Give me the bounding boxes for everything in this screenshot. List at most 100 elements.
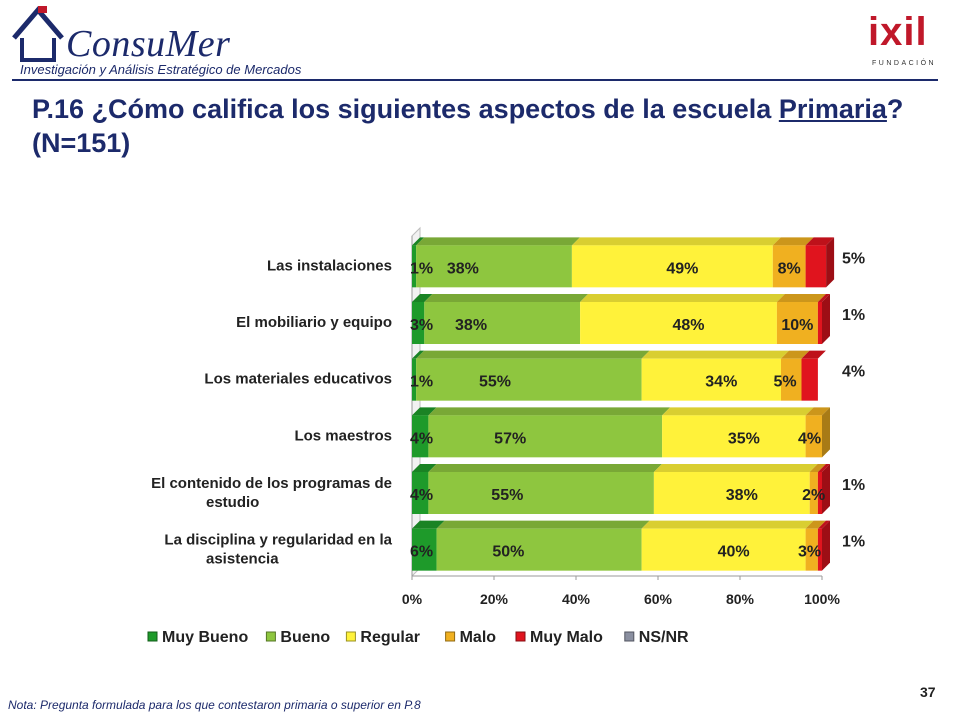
value-label: 3% bbox=[410, 317, 433, 334]
legend-swatch bbox=[624, 631, 635, 642]
bar-top-face bbox=[412, 350, 425, 359]
bar-segment bbox=[428, 472, 654, 514]
bar-top-face bbox=[412, 237, 425, 246]
value-label: 34% bbox=[705, 374, 737, 391]
bar-top-face bbox=[805, 520, 826, 529]
value-label: 5% bbox=[773, 374, 796, 391]
bar-segment bbox=[772, 245, 806, 288]
bar-top-face bbox=[436, 520, 650, 529]
bar-top-face bbox=[412, 294, 433, 302]
category-label: El contenido de los programas de estudio bbox=[151, 475, 392, 511]
value-label: 35% bbox=[728, 430, 760, 447]
bar-top-face bbox=[776, 294, 826, 302]
category-label: El mobiliario y equipo bbox=[236, 314, 392, 331]
bar-segment bbox=[817, 528, 822, 571]
category-label: La disciplina y regularidad en la asisten… bbox=[164, 532, 392, 568]
bar-segment bbox=[781, 358, 802, 401]
header-rule bbox=[12, 79, 938, 81]
value-label: 5% bbox=[842, 250, 865, 267]
legend-label: Malo bbox=[460, 629, 497, 646]
value-label: 10% bbox=[781, 317, 813, 334]
value-label: 50% bbox=[492, 544, 524, 561]
bar-top-face bbox=[580, 294, 785, 302]
legend-label: Muy Malo bbox=[530, 629, 603, 646]
bar-segment bbox=[653, 472, 810, 514]
value-label: 57% bbox=[494, 430, 526, 447]
bar-top-face bbox=[653, 464, 818, 472]
value-label: 8% bbox=[778, 260, 801, 277]
partner-sub: FUNDACIÓN bbox=[872, 60, 937, 67]
page-number: 37 bbox=[920, 684, 936, 700]
bar-segment bbox=[641, 528, 806, 571]
bar-segment bbox=[412, 358, 417, 401]
value-label: 4% bbox=[842, 364, 865, 381]
x-tick-label: 20% bbox=[480, 591, 509, 607]
x-tick-label: 0% bbox=[402, 591, 423, 607]
value-label: 55% bbox=[479, 374, 511, 391]
bar-top-face bbox=[412, 407, 437, 416]
legend-label: Bueno bbox=[280, 629, 330, 646]
value-label: 38% bbox=[455, 317, 487, 334]
category-label: Los maestros bbox=[294, 427, 392, 444]
value-label: 2% bbox=[802, 487, 825, 504]
bar-segment bbox=[580, 302, 777, 344]
bar-segment bbox=[662, 415, 806, 458]
bar-top-face bbox=[805, 237, 835, 246]
bar-segment bbox=[805, 528, 818, 571]
bar-top-face bbox=[428, 464, 662, 472]
legend-label: Regular bbox=[360, 629, 420, 646]
value-label: 1% bbox=[842, 477, 865, 494]
bar-segment bbox=[801, 358, 818, 401]
bar-segment bbox=[817, 472, 822, 514]
bar-side-face bbox=[822, 464, 830, 514]
value-label: 38% bbox=[447, 260, 479, 277]
bar-top-face bbox=[416, 237, 580, 246]
legend-swatch bbox=[515, 631, 526, 642]
legend-label: Muy Bueno bbox=[162, 629, 248, 646]
bar-segment bbox=[817, 302, 822, 344]
bar-segment bbox=[776, 302, 818, 344]
consumer-logo: ConsuMer Investigación y Análisis Estrat… bbox=[8, 4, 308, 78]
bar-segment bbox=[428, 415, 663, 458]
bar-segment bbox=[641, 358, 781, 401]
bar-segment bbox=[424, 302, 581, 344]
bar-segment bbox=[416, 245, 572, 288]
value-label: 1% bbox=[842, 534, 865, 551]
bar-top-face bbox=[412, 464, 437, 472]
x-tick-label: 40% bbox=[562, 591, 591, 607]
bar-top-face bbox=[817, 294, 830, 302]
x-tick-label: 60% bbox=[644, 591, 673, 607]
bar-top-face bbox=[424, 294, 589, 302]
category-label: Las instalaciones bbox=[267, 257, 392, 274]
value-label: 1% bbox=[410, 374, 433, 391]
bar-segment bbox=[805, 415, 822, 458]
bar-side-face bbox=[822, 294, 830, 344]
bar-side-face bbox=[822, 520, 830, 571]
bar-side-face bbox=[822, 407, 830, 458]
brand-tagline: Investigación y Análisis Estratégico de … bbox=[20, 62, 302, 77]
bar-segment bbox=[412, 472, 429, 514]
partner-logo: ixil FUNDACIÓN bbox=[862, 10, 940, 70]
page-title: P.16 ¿Cómo califica los siguientes aspec… bbox=[32, 92, 912, 160]
value-label: 4% bbox=[410, 430, 433, 447]
bar-top-face bbox=[781, 350, 810, 359]
title-part1: P.16 ¿Cómo califica los siguientes aspec… bbox=[32, 94, 779, 124]
bar-segment bbox=[436, 528, 642, 571]
bar-top-face bbox=[809, 464, 826, 472]
bar-top-face bbox=[772, 237, 814, 246]
footnote: Nota: Pregunta formulada para los que co… bbox=[8, 698, 421, 712]
legend-swatch bbox=[345, 631, 356, 642]
bar-side-face bbox=[826, 237, 835, 288]
bar-top-face bbox=[416, 350, 650, 359]
bar-segment bbox=[571, 245, 773, 288]
bar-segment bbox=[412, 415, 429, 458]
bar-segment bbox=[805, 245, 827, 288]
partner-name: ixil bbox=[868, 10, 928, 54]
category-label: Los materiales educativos bbox=[204, 371, 392, 388]
house-logo-icon bbox=[12, 6, 64, 62]
legend-swatch bbox=[147, 631, 158, 642]
value-label: 6% bbox=[410, 544, 433, 561]
bar-top-face bbox=[641, 520, 814, 529]
title-part2: ? (N=151) bbox=[32, 94, 904, 158]
